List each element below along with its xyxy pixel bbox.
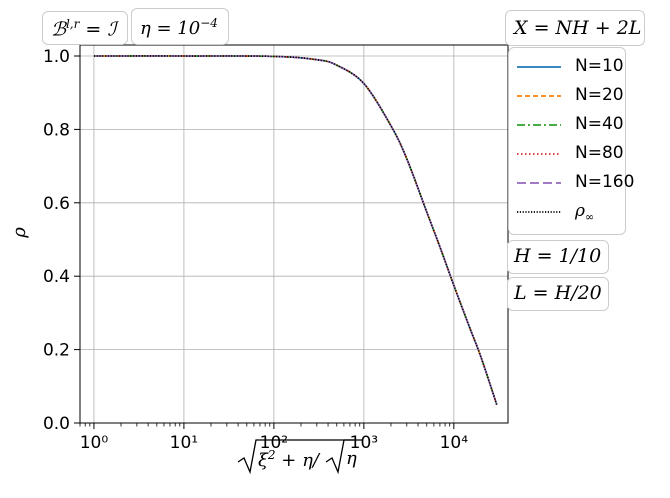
legend-label: N=10 <box>575 56 624 76</box>
legend-entry: N=80 <box>509 141 625 167</box>
legend-label: N=160 <box>575 172 635 192</box>
x-label-sqrt-sign-2 <box>325 439 362 475</box>
y-ticks: 0.0 0.2 0.4 0.6 0.8 1.0 <box>43 47 80 434</box>
x-tick-label: 10² <box>260 433 288 453</box>
x-tick-label: 10⁴ <box>440 433 469 453</box>
x-ticks: 10⁰ 10¹ 10² 10³ 10⁴ <box>79 423 469 453</box>
bc-superscript: l,r <box>65 17 80 31</box>
h-text: H = 1/10 <box>514 245 602 267</box>
legend-swatch <box>517 124 561 126</box>
legend: N=10 N=20 N=40 N=80 N=160 ρ∞ <box>508 47 634 235</box>
y-axis-label: ρ <box>8 227 30 238</box>
legend-label: N=40 <box>575 114 624 134</box>
x-label-sqrt-sign <box>237 439 354 475</box>
series-line-n-20 <box>93 55 498 405</box>
l-parameter-label: L = H/20 <box>507 277 609 311</box>
y-tick-label: 1.0 <box>43 47 70 67</box>
legend-label: ρ∞ <box>575 201 595 224</box>
legend-title: X = NH + 2L <box>514 17 642 39</box>
series-line-- <box>93 55 498 405</box>
bc-rhs: = ℐ <box>79 18 117 41</box>
plot-frame <box>79 44 509 424</box>
grid <box>80 45 508 424</box>
legend-swatch <box>517 95 561 97</box>
legend-entry: N=160 <box>509 170 634 196</box>
y-tick-label: 0.2 <box>43 341 70 361</box>
x-tick-label: 10¹ <box>170 433 198 453</box>
legend-swatch <box>517 153 561 155</box>
y-tick-label: 0.8 <box>43 120 70 140</box>
legend-title-box: X = NH + 2L <box>505 10 645 46</box>
legend-label: N=20 <box>575 85 624 105</box>
boundary-condition-label: ℬl,r = ℐ <box>42 11 128 45</box>
bc-symbol: ℬ <box>51 18 66 41</box>
legend-entry: N=40 <box>509 112 625 138</box>
legend-entry: N=20 <box>509 83 625 109</box>
y-tick-label: 0.0 <box>43 414 70 434</box>
legend-swatch <box>517 182 561 184</box>
h-parameter-label: H = 1/10 <box>507 240 609 274</box>
legend-swatch <box>517 66 561 68</box>
series-layer <box>93 55 498 405</box>
eta-text: η = 10 <box>140 18 201 39</box>
legend-swatch <box>517 211 561 213</box>
eta-label: η = 10−4 <box>131 8 229 45</box>
l-text: L = H/20 <box>514 282 602 304</box>
series-line-n-40 <box>93 55 498 405</box>
eta-exponent: −4 <box>200 16 218 30</box>
legend-entry: ρ∞ <box>509 199 625 225</box>
series-line-n-10 <box>93 55 498 405</box>
legend-entry: N=10 <box>509 54 625 80</box>
legend-label: N=80 <box>575 143 624 163</box>
x-tick-label: 10⁰ <box>80 433 109 453</box>
y-tick-label: 0.4 <box>43 267 70 287</box>
series-line-n-160 <box>93 55 498 405</box>
y-tick-label: 0.6 <box>43 194 70 214</box>
x-tick-label: 10³ <box>350 433 378 453</box>
series-line-n-80 <box>93 55 498 405</box>
